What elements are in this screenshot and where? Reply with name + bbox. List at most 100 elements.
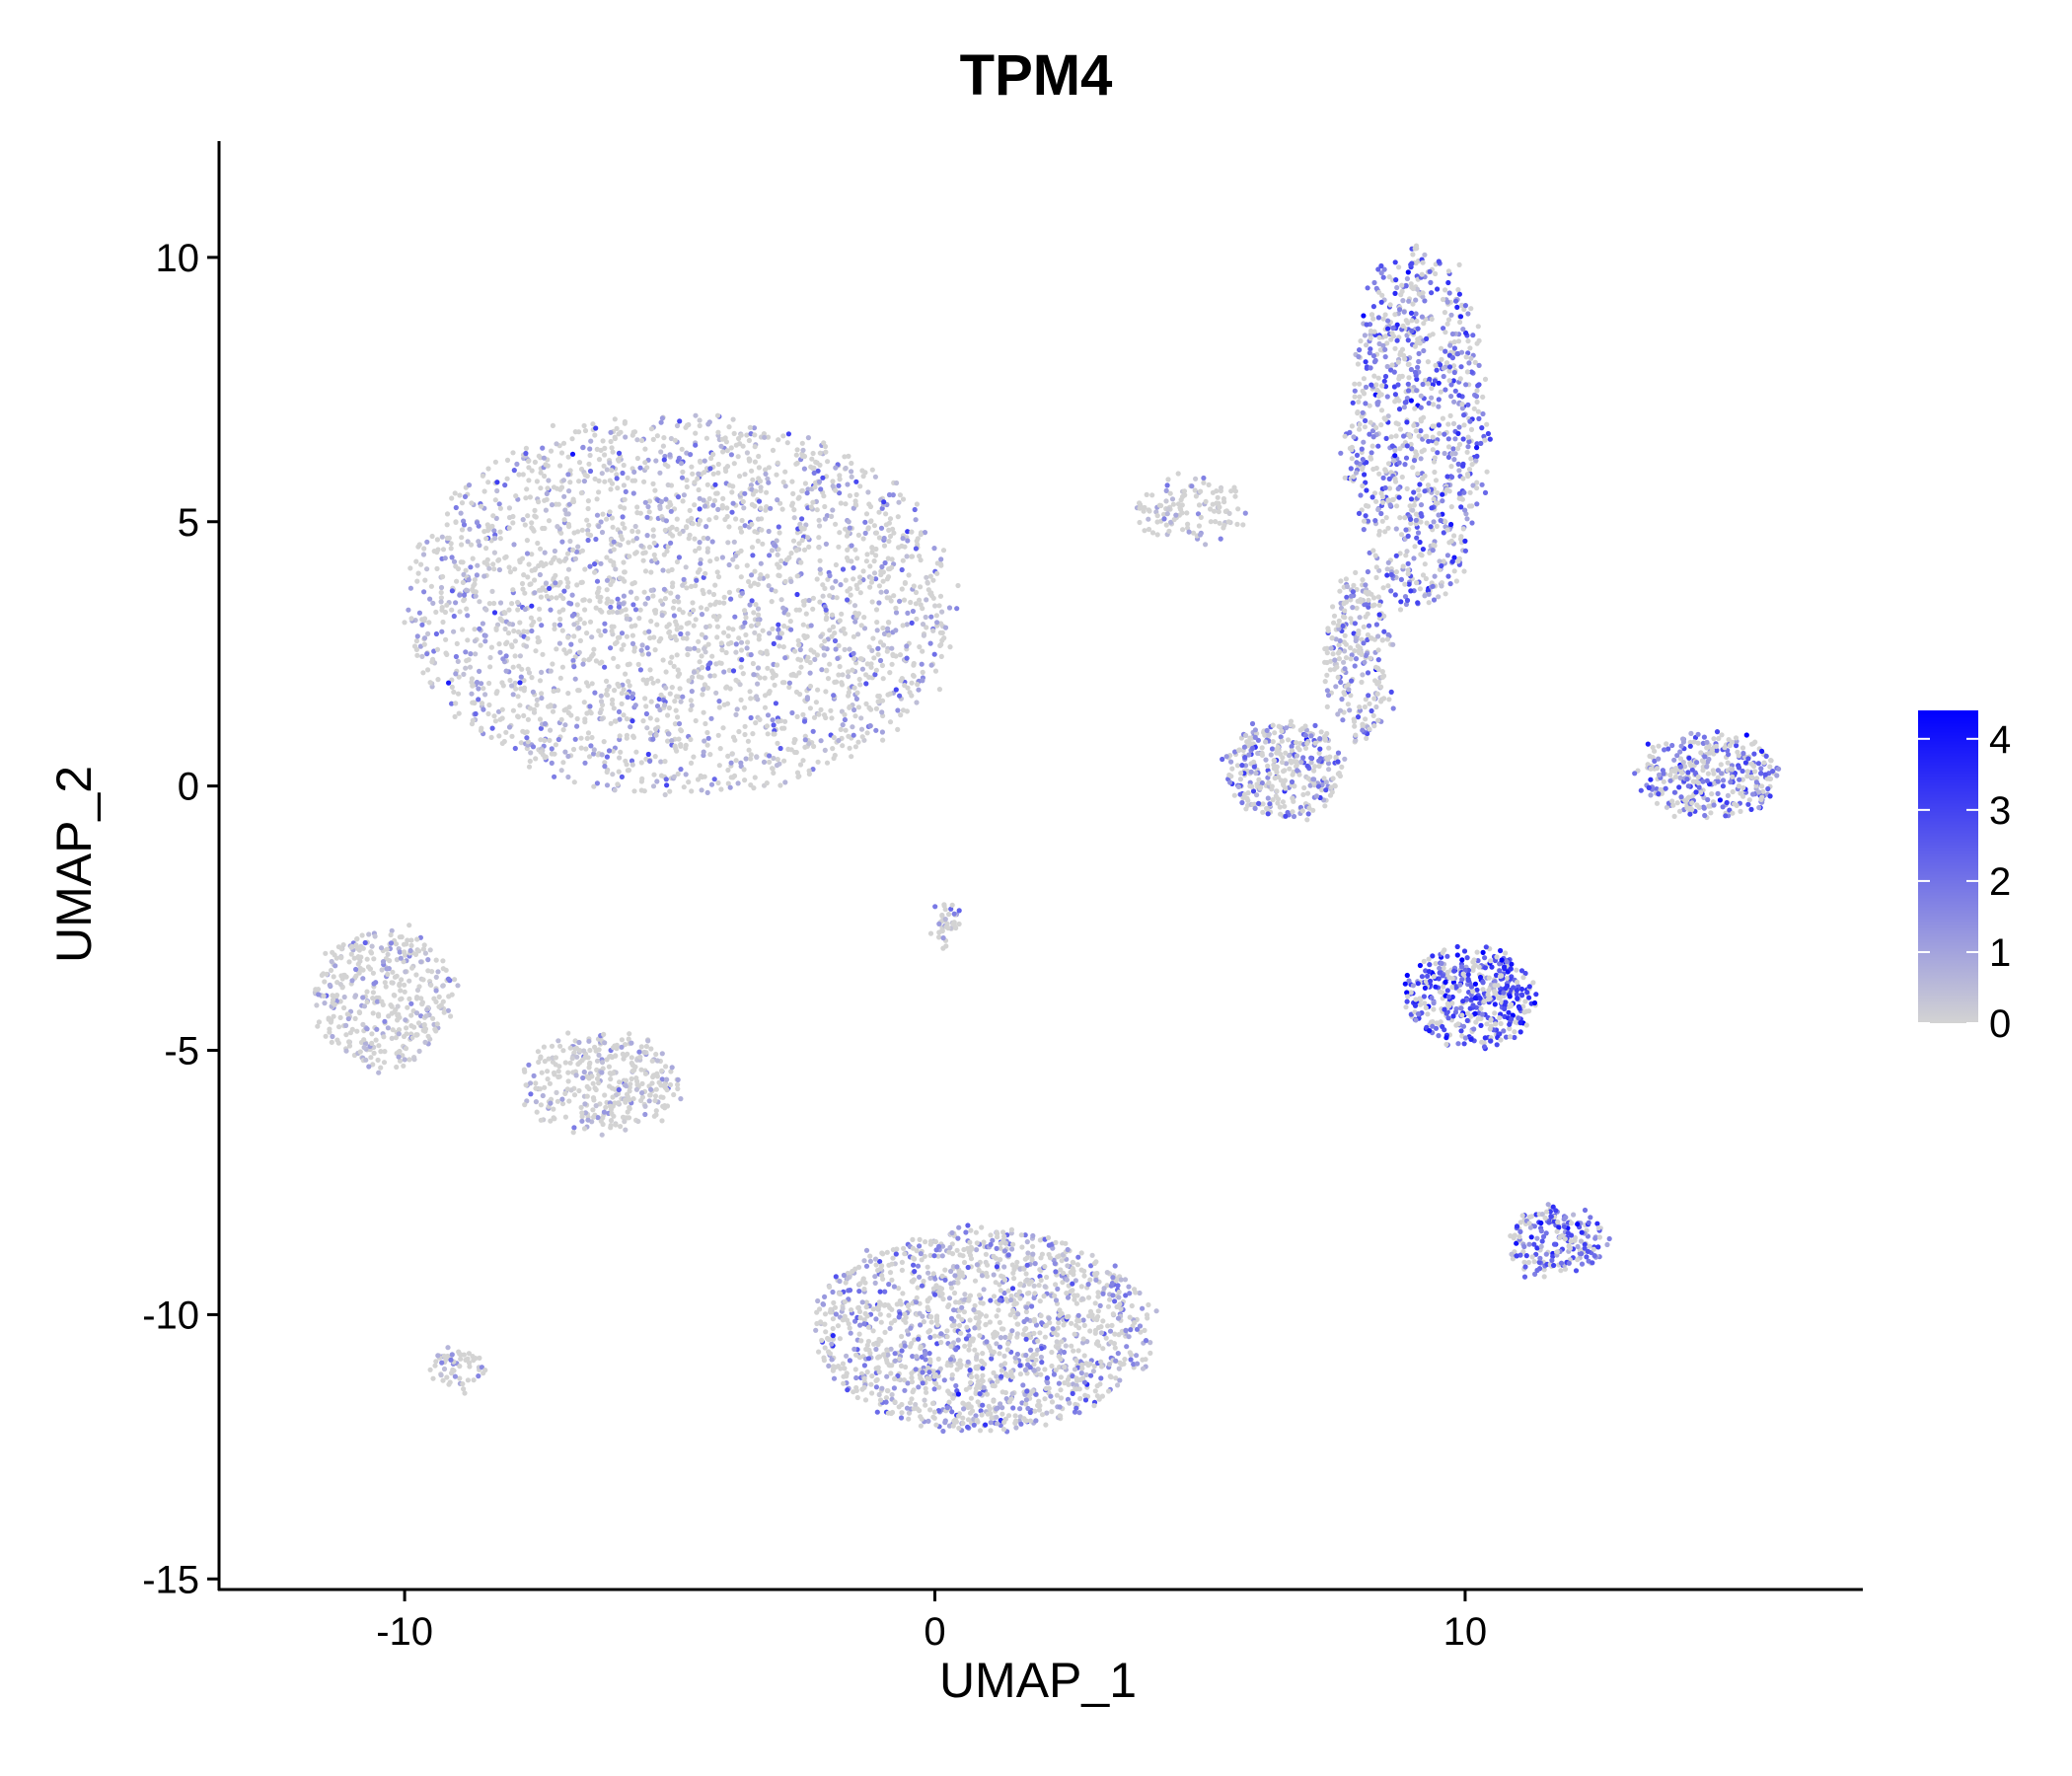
cell-point	[697, 659, 703, 665]
cell-point	[594, 512, 601, 518]
cell-point	[871, 558, 877, 564]
cell-point	[1352, 394, 1358, 400]
cell-point	[1356, 510, 1363, 517]
cell-point	[749, 545, 756, 551]
cell-point	[797, 692, 803, 698]
cell-point	[716, 699, 722, 704]
cell-point	[685, 518, 692, 524]
cell-point	[1382, 484, 1388, 491]
cell-point	[506, 724, 513, 730]
cell-point	[574, 715, 580, 722]
cell-point	[806, 771, 813, 777]
cell-point	[587, 452, 593, 459]
cell-point	[802, 737, 808, 743]
cell-point	[775, 552, 780, 557]
cell-point	[1383, 435, 1389, 441]
cell-point	[819, 667, 825, 673]
cell-point	[680, 610, 686, 616]
cell-point	[604, 769, 610, 776]
cell-point	[1364, 735, 1369, 742]
cluster-far-right-crescent	[1632, 729, 1782, 821]
cell-point	[748, 714, 754, 721]
cell-point	[918, 557, 924, 563]
cell-point	[643, 703, 649, 709]
cell-point	[1406, 388, 1412, 394]
cell-point	[1521, 1009, 1527, 1015]
cell-point	[1259, 750, 1265, 757]
cell-point	[1428, 279, 1434, 285]
cell-point	[1422, 593, 1428, 599]
cell-point	[879, 698, 886, 703]
cell-point	[708, 715, 714, 721]
cell-point	[546, 478, 552, 483]
cell-point	[770, 626, 776, 632]
cell-point	[1445, 436, 1451, 442]
cell-point	[490, 561, 496, 567]
cell-point	[1438, 345, 1444, 351]
cell-point	[1701, 734, 1707, 740]
cell-point	[942, 625, 949, 630]
cell-point	[511, 542, 517, 548]
cell-point	[1467, 489, 1473, 495]
cell-point	[774, 763, 780, 769]
cell-point	[847, 525, 852, 531]
cell-point	[1420, 259, 1426, 265]
cell-point	[704, 481, 710, 487]
cell-point	[1323, 787, 1329, 793]
cell-point	[765, 476, 771, 481]
cell-point	[1278, 811, 1284, 817]
cell-point	[691, 754, 697, 760]
cell-point	[1360, 672, 1366, 678]
cell-point	[1275, 796, 1282, 802]
cell-point	[617, 716, 623, 722]
cell-point	[666, 629, 672, 635]
cell-point	[1408, 310, 1415, 316]
cell-point	[796, 670, 802, 676]
cell-point	[746, 578, 752, 585]
cell-point	[1461, 1041, 1467, 1047]
cell-point	[1220, 756, 1225, 763]
cell-point	[624, 735, 629, 741]
cell-point	[1507, 1034, 1514, 1040]
cell-point	[1329, 789, 1335, 795]
cell-point	[629, 640, 636, 647]
cell-point	[1369, 382, 1374, 388]
cell-point	[779, 725, 785, 731]
cell-point	[704, 536, 711, 542]
cell-point	[517, 680, 523, 686]
cell-point	[499, 740, 505, 747]
cell-point	[697, 540, 703, 546]
cell-point	[1275, 744, 1281, 750]
cell-point	[823, 617, 830, 623]
cell-point	[1432, 573, 1438, 579]
cell-point	[524, 486, 530, 492]
cell-point	[1412, 246, 1418, 252]
cell-point	[525, 739, 531, 745]
cell-point	[1399, 474, 1405, 481]
cell-point	[633, 595, 639, 602]
cell-point	[1531, 999, 1538, 1006]
cell-point	[1466, 503, 1472, 509]
cell-point	[762, 434, 768, 440]
cell-point	[852, 744, 859, 750]
cell-point	[1369, 707, 1374, 714]
cell-point	[1452, 436, 1458, 442]
cell-point	[571, 779, 577, 785]
cell-point	[677, 418, 683, 424]
cell-point	[1671, 757, 1677, 763]
cell-point	[699, 631, 705, 637]
cell-point	[867, 563, 873, 569]
cell-point	[686, 678, 692, 684]
cell-point	[461, 522, 468, 528]
cell-point	[502, 555, 508, 560]
cell-point	[740, 498, 746, 505]
cell-point	[493, 515, 499, 522]
cell-point	[742, 490, 748, 496]
cell-point	[550, 708, 556, 714]
cell-point	[1400, 563, 1406, 569]
cell-point	[770, 717, 776, 723]
cell-point	[1408, 520, 1414, 527]
cell-point	[680, 694, 686, 700]
cell-point	[817, 450, 823, 456]
cell-point	[1443, 519, 1448, 525]
